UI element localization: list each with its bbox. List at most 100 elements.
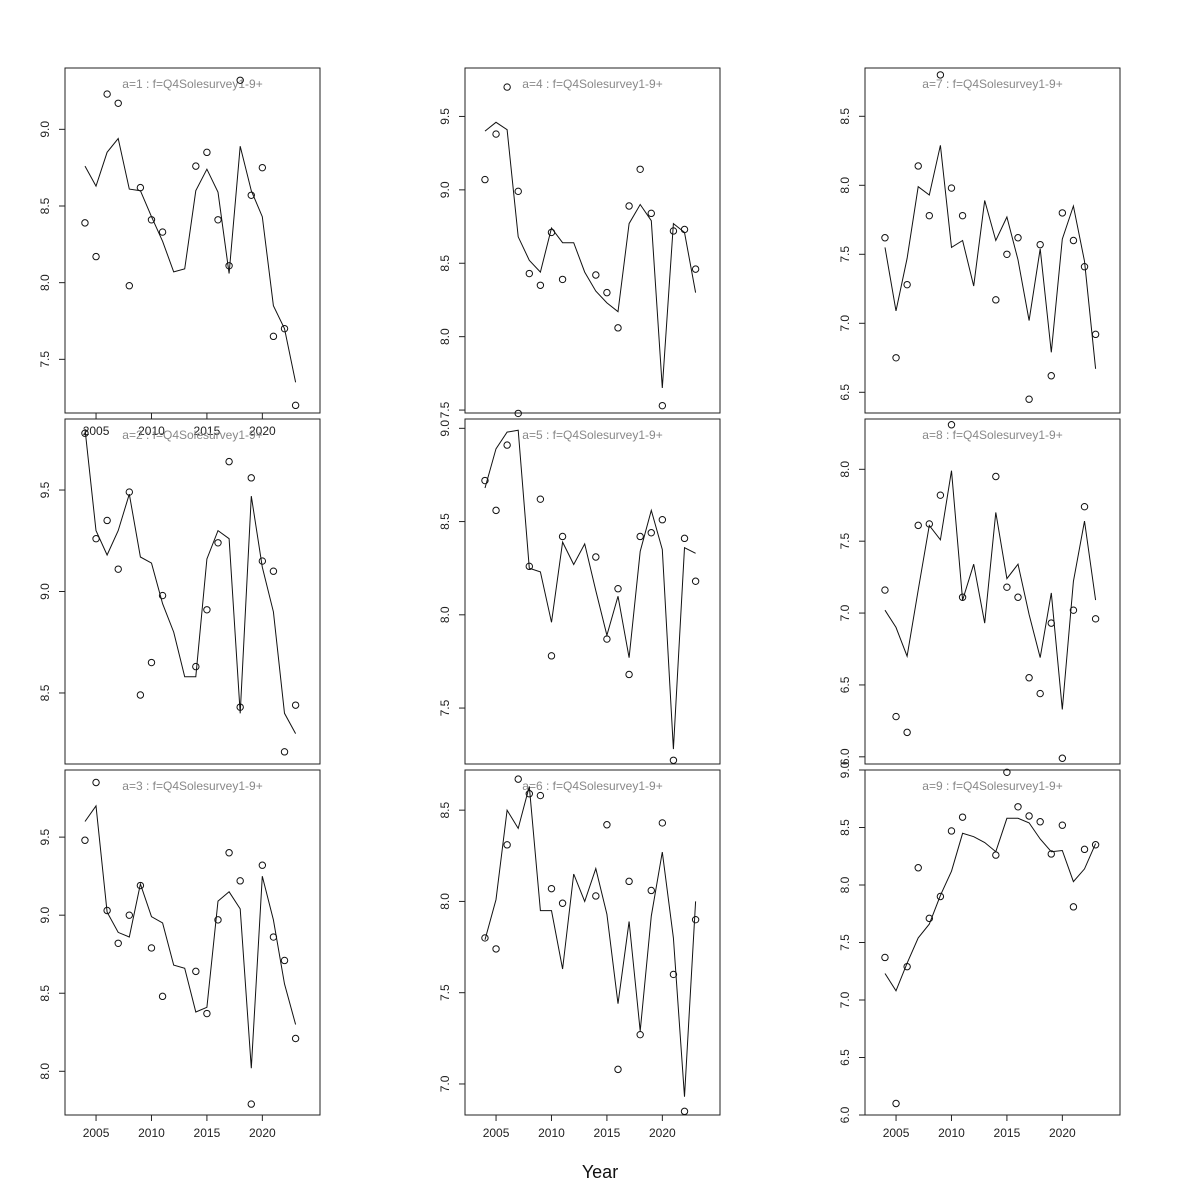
observed-point — [247, 191, 255, 199]
observed-point — [481, 476, 489, 485]
panel-title: a=5 : f=Q4Solesurvey1-9+ — [522, 428, 662, 442]
observed-point — [236, 703, 244, 711]
y-tick-label: 6.0 — [838, 748, 852, 765]
y-tick-label: 8.5 — [38, 684, 52, 701]
observed-point — [614, 585, 622, 593]
observed-point — [547, 884, 556, 893]
observed-point — [658, 401, 667, 410]
x-tick-label: 2015 — [994, 1126, 1021, 1140]
observed-point — [280, 748, 289, 756]
y-tick-label: 7.5 — [38, 351, 52, 368]
observed-point — [214, 216, 222, 224]
y-tick-label: 8.5 — [38, 985, 52, 1002]
observed-point — [536, 791, 545, 800]
observed-point — [258, 861, 267, 869]
observed-point — [514, 187, 522, 196]
observed-point — [125, 282, 134, 290]
observed-point — [592, 271, 600, 279]
x-tick-label: 2015 — [194, 424, 221, 438]
observed-point — [1069, 903, 1078, 911]
y-tick-label: 9.0 — [38, 121, 52, 138]
panel-title: a=3 : f=Q4Solesurvey1-9+ — [122, 779, 262, 793]
observed-point — [1025, 395, 1033, 403]
observed-point — [1003, 583, 1011, 591]
panel-6: a=6 : f=Q4Solesurvey1-9+ 7.0 7.5 8.0 8.5 2005… — [438, 769, 721, 1140]
observed-point — [125, 488, 134, 496]
observed-point — [925, 211, 934, 220]
observed-point — [592, 553, 600, 561]
x-tick-label: 2010 — [138, 424, 165, 438]
observed-point — [558, 275, 567, 284]
observed-point — [547, 228, 556, 237]
fitted-line — [884, 145, 1097, 369]
observed-point — [603, 288, 611, 297]
panel-title: a=9 : f=Q4Solesurvey1-9+ — [922, 779, 1062, 793]
observed-point — [558, 899, 567, 907]
observed-point — [680, 1107, 689, 1116]
x-tick-label: 2020 — [249, 424, 276, 438]
observed-point — [947, 184, 956, 192]
panel-frame — [64, 769, 321, 1116]
observed-point — [236, 877, 244, 885]
observed-point — [625, 877, 633, 886]
observed-point — [1058, 754, 1067, 762]
fitted-line — [884, 470, 1097, 710]
observed-point — [269, 933, 278, 941]
y-tick-label: 7.0 — [838, 604, 852, 621]
observed-point — [492, 506, 500, 515]
observed-point — [525, 562, 534, 571]
observed-point — [881, 953, 889, 962]
observed-point — [947, 421, 956, 429]
observed-point — [214, 916, 222, 924]
observed-point — [636, 532, 644, 541]
observed-point — [669, 970, 678, 979]
observed-point — [647, 529, 655, 537]
panel-frame — [64, 67, 321, 414]
observed-point — [225, 849, 233, 857]
y-tick-label: 6.5 — [838, 1049, 852, 1066]
observed-point — [214, 539, 222, 547]
observed-point — [603, 821, 611, 829]
x-axis-title: Year — [582, 1162, 618, 1182]
y-tick-label: 9.0 — [38, 583, 52, 600]
observed-point — [1091, 841, 1100, 849]
observed-point — [514, 775, 522, 783]
y-tick-label: 6.5 — [838, 676, 852, 693]
panel-5: a=5 : f=Q4Solesurvey1-9+ 7.5 8.0 8.5 9.0 — [438, 409, 721, 765]
y-tick-label: 8.0 — [38, 274, 52, 291]
observed-point — [503, 83, 511, 91]
y-tick-label: 9.0 — [838, 761, 852, 778]
observed-point — [925, 914, 934, 923]
observed-point — [203, 606, 211, 614]
observed-point — [914, 864, 922, 872]
y-tick-label: 7.5 — [438, 699, 452, 716]
observed-point — [247, 474, 255, 482]
observed-point — [903, 962, 911, 971]
observed-point — [925, 520, 934, 528]
panel-frame — [864, 67, 1121, 414]
y-tick-label: 7.0 — [838, 315, 852, 332]
observed-point — [1003, 768, 1011, 776]
observed-point — [936, 892, 945, 901]
observed-point — [992, 472, 1000, 481]
observed-point — [503, 841, 511, 849]
observed-point — [680, 225, 689, 234]
observed-point — [903, 280, 911, 289]
observed-point — [92, 252, 100, 261]
y-tick-label: 9.5 — [38, 481, 52, 498]
y-tick-label: 9.5 — [438, 108, 452, 125]
observed-point — [114, 565, 122, 573]
y-tick-label: 6.5 — [838, 384, 852, 401]
observed-point — [481, 934, 489, 942]
panel-title: a=2 : f=Q4Solesurvey1-9+ — [122, 428, 262, 442]
observed-point — [291, 401, 300, 410]
observed-point — [136, 691, 145, 699]
observed-point — [614, 324, 622, 332]
x-tick-label: 2005 — [83, 1126, 110, 1140]
panel-2: a=2 : f=Q4Solesurvey1-9+ 8.5 9.0 9.5 — [38, 418, 321, 765]
panel-frame — [864, 769, 1121, 1116]
x-tick-label: 2010 — [538, 1126, 565, 1140]
y-tick-label: 8.0 — [838, 876, 852, 893]
observed-point — [1025, 812, 1033, 820]
fitted-line — [84, 429, 297, 734]
